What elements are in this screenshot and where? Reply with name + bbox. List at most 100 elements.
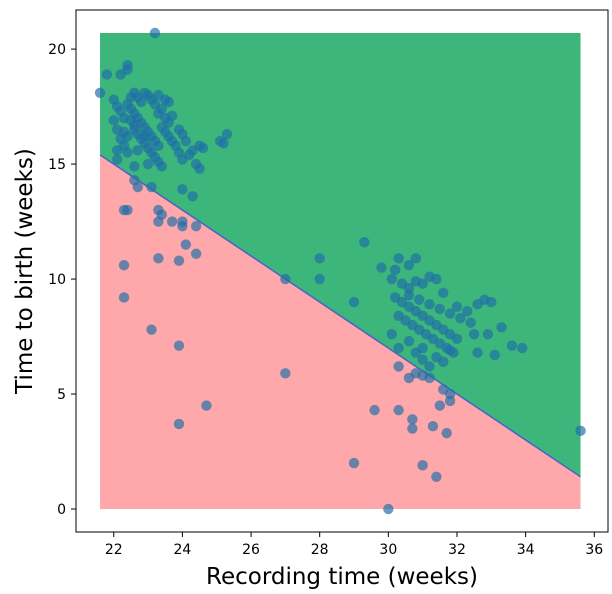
- data-point: [427, 421, 439, 432]
- data-point: [129, 119, 140, 131]
- x-tick-label: 28: [311, 542, 329, 558]
- data-point: [417, 460, 428, 471]
- data-point: [163, 96, 174, 108]
- x-tick-label: 34: [517, 542, 535, 558]
- data-point: [386, 273, 397, 285]
- data-point: [197, 142, 209, 154]
- x-tick-label: 36: [585, 542, 603, 558]
- data-point: [407, 414, 418, 425]
- data-point: [180, 239, 192, 250]
- x-tick-label: 30: [379, 542, 397, 558]
- x-axis-title: Recording time (weeks): [206, 564, 478, 589]
- data-point: [486, 296, 497, 308]
- decision-boundary-line: [99, 154, 581, 478]
- data-point: [187, 191, 198, 202]
- data-point: [468, 329, 480, 340]
- y-axis-title: Time to birth (weeks): [12, 148, 38, 395]
- data-point: [348, 296, 360, 308]
- data-point: [139, 131, 150, 142]
- data-point: [153, 216, 164, 227]
- data-point: [575, 425, 586, 437]
- data-point: [516, 342, 528, 354]
- data-point: [417, 278, 428, 289]
- data-point: [462, 306, 473, 317]
- data-point: [434, 400, 446, 411]
- data-point: [314, 253, 325, 264]
- data-point: [424, 299, 435, 310]
- data-point: [122, 204, 133, 216]
- data-point: [201, 400, 212, 411]
- data-point: [221, 128, 233, 140]
- data-point: [132, 181, 143, 193]
- data-point: [122, 131, 133, 142]
- data-point: [465, 317, 476, 328]
- data-point: [403, 260, 415, 271]
- data-point: [410, 253, 421, 264]
- data-point: [431, 471, 442, 483]
- data-point: [431, 273, 442, 285]
- data-point: [438, 356, 449, 368]
- data-point: [118, 260, 130, 271]
- data-point: [156, 103, 168, 115]
- y-tick-label: 20: [48, 42, 66, 58]
- data-point: [173, 340, 185, 351]
- data-point: [359, 237, 370, 248]
- data-point: [149, 27, 161, 39]
- x-tick-label: 22: [105, 542, 123, 558]
- data-point: [441, 427, 452, 439]
- data-point: [393, 361, 404, 372]
- data-points: [94, 27, 586, 515]
- data-point: [393, 342, 404, 354]
- data-point: [129, 161, 140, 172]
- data-point: [132, 145, 143, 156]
- data-point: [173, 255, 185, 266]
- data-point: [136, 96, 147, 108]
- plot-frame: [75, 9, 609, 533]
- data-point: [101, 69, 113, 80]
- y-axis-ticks: 0 5 10 15 20: [48, 42, 76, 518]
- data-point: [407, 423, 418, 434]
- data-point: [393, 253, 404, 264]
- data-point: [455, 312, 466, 324]
- data-point: [153, 140, 164, 151]
- data-point: [472, 347, 483, 358]
- data-point: [153, 253, 164, 264]
- data-point: [383, 503, 394, 515]
- data-point: [386, 329, 397, 340]
- data-point: [376, 262, 387, 273]
- data-point: [156, 161, 168, 172]
- data-point: [444, 345, 456, 356]
- data-point: [146, 324, 157, 335]
- data-point: [194, 163, 205, 174]
- data-point: [444, 308, 456, 319]
- data-point: [280, 273, 291, 285]
- data-point: [444, 395, 456, 407]
- data-point: [180, 135, 192, 147]
- data-point: [118, 292, 130, 303]
- data-point: [482, 329, 494, 340]
- data-point: [111, 145, 123, 156]
- y-tick-label: 15: [48, 157, 66, 173]
- x-tick-label: 24: [173, 542, 191, 558]
- x-tick-label: 32: [448, 542, 466, 558]
- data-point: [403, 372, 415, 384]
- data-point: [122, 147, 133, 158]
- data-point: [451, 301, 463, 312]
- data-point: [142, 158, 154, 170]
- data-point: [438, 287, 449, 299]
- data-point: [424, 372, 435, 384]
- data-point: [94, 87, 106, 98]
- data-point: [177, 184, 188, 195]
- data-point: [173, 418, 185, 430]
- data-point: [390, 264, 401, 276]
- data-point: [414, 294, 425, 305]
- data-point: [166, 110, 178, 121]
- data-point: [417, 354, 428, 365]
- data-point: [417, 342, 428, 354]
- data-point: [506, 340, 518, 351]
- data-point: [403, 289, 415, 301]
- data-point: [369, 404, 380, 416]
- data-point: [314, 273, 325, 285]
- data-point: [190, 248, 202, 259]
